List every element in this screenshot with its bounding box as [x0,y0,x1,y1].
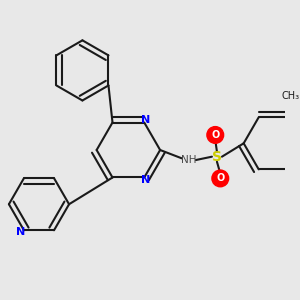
Text: N: N [141,175,151,185]
Text: O: O [216,173,224,183]
Text: NH: NH [181,155,196,165]
Text: O: O [211,130,219,140]
Circle shape [207,127,224,143]
Circle shape [212,170,229,187]
Text: N: N [16,227,25,237]
Text: S: S [212,150,222,164]
Text: N: N [141,115,151,125]
Text: CH₃: CH₃ [281,91,299,100]
